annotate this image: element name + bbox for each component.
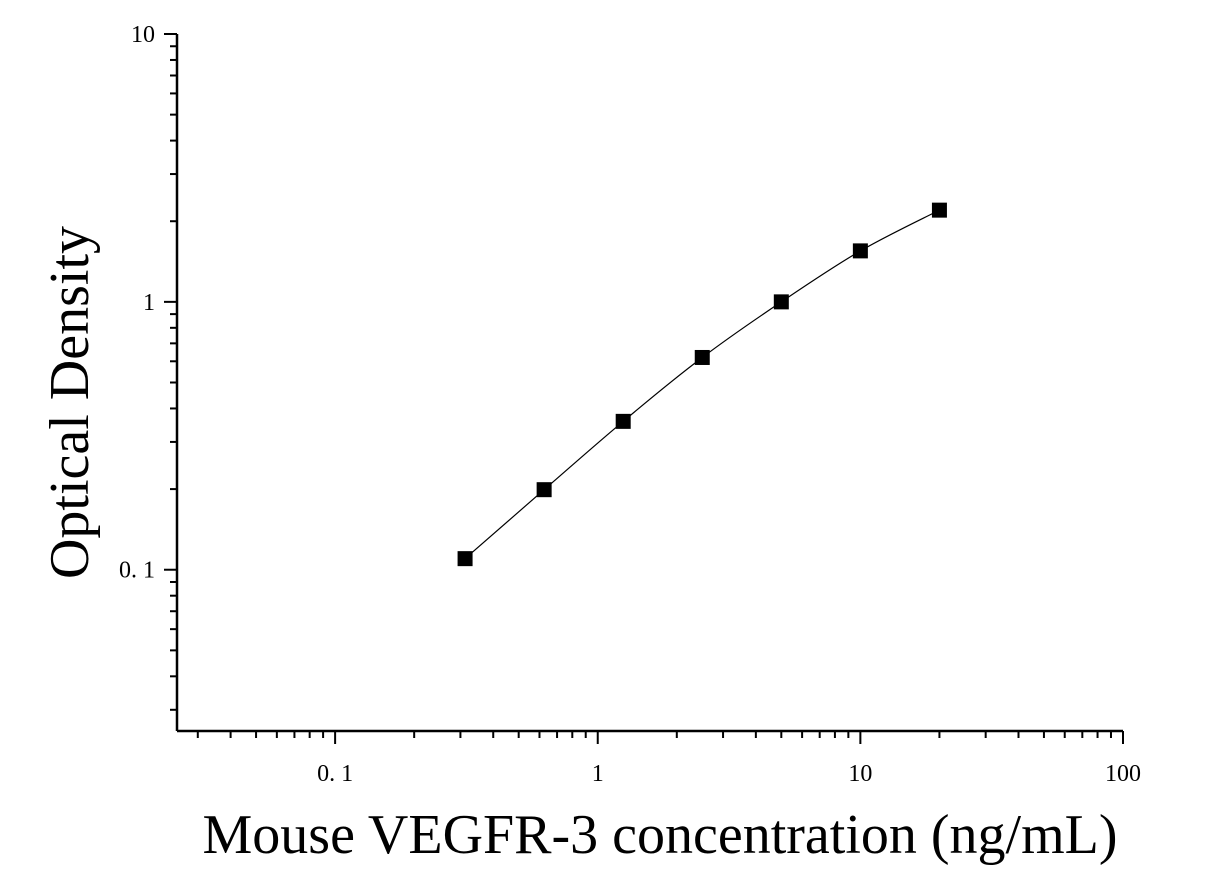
y-tick-label: 0. 1 (119, 558, 155, 584)
axes: 0. 1 1 10 100 0. 1 1 10 (119, 22, 1141, 787)
data-point (852, 243, 868, 259)
data-point (694, 349, 710, 365)
x-axis-title: Mouse VEGFR-3 concentration (ng/mL) (202, 804, 1117, 866)
y-tick-label: 1 (143, 290, 155, 316)
data-points (457, 202, 947, 567)
data-point (536, 482, 552, 498)
y-axis-title: Optical Density (39, 226, 101, 579)
data-point (931, 202, 947, 218)
x-tick-label: 10 (848, 761, 872, 787)
y-tick-label: 10 (131, 22, 155, 48)
data-point (457, 551, 473, 567)
x-tick-label: 0. 1 (317, 761, 353, 787)
fit-curve (464, 209, 940, 560)
x-tick-label: 100 (1105, 761, 1141, 787)
data-point (773, 294, 789, 310)
x-axis-ticks: 0. 1 1 10 100 (196, 731, 1141, 787)
y-axis-ticks: 0. 1 1 10 (119, 22, 177, 711)
x-tick-label: 1 (592, 761, 604, 787)
data-point (615, 413, 631, 429)
